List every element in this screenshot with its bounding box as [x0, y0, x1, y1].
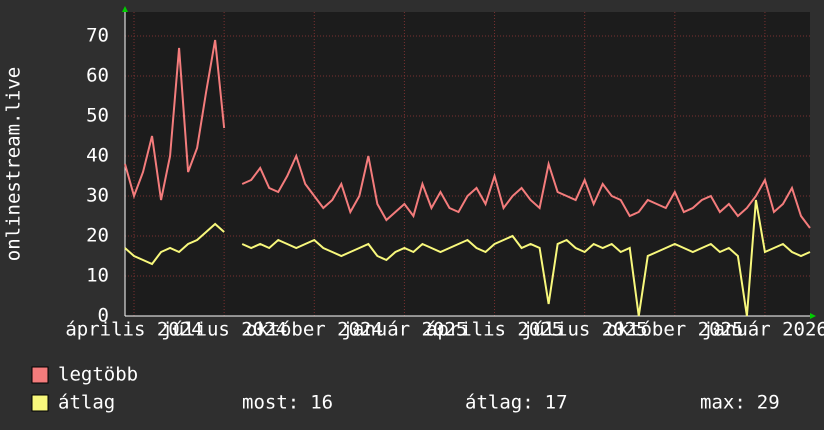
y-tick-label: 50	[86, 105, 109, 127]
x-tick-label: április 2025	[426, 319, 563, 341]
axis-arrow	[122, 6, 128, 12]
y-tick-label: 30	[86, 185, 109, 207]
stat-value: 29	[757, 392, 780, 414]
plot-area	[125, 12, 810, 316]
x-tick-label: július 2024	[161, 319, 287, 341]
x-tick-label: július 2025	[522, 319, 648, 341]
legend-label: legtöbb	[58, 364, 138, 386]
series-line	[124, 199, 811, 317]
y-tick-label: 60	[86, 65, 109, 87]
y-tick-label: 70	[86, 25, 109, 47]
y-tick-label: 0	[98, 305, 109, 327]
legend-swatch	[31, 366, 49, 384]
stat-label: átlag:	[465, 392, 534, 414]
legend-swatch	[31, 394, 49, 412]
y-tick-label: 20	[86, 225, 109, 247]
axis-arrow	[810, 313, 816, 319]
x-tick-label: április 2024	[65, 319, 202, 341]
y-tick-label: 10	[86, 265, 109, 287]
stat-label: most:	[242, 392, 299, 414]
x-tick-label: október 2024	[246, 319, 383, 341]
x-tick-label: október 2025	[606, 319, 743, 341]
x-tick-label: január 2025	[341, 319, 467, 341]
legend-label: átlag	[58, 392, 115, 414]
y-tick-label: 40	[86, 145, 109, 167]
series-line	[124, 39, 811, 229]
stat-value: 16	[310, 392, 333, 414]
stat-label: max:	[700, 392, 746, 414]
stat-value: 17	[545, 392, 568, 414]
y-axis-label: onlinestream.live	[3, 67, 25, 261]
x-tick-label: január 2026	[702, 319, 824, 341]
